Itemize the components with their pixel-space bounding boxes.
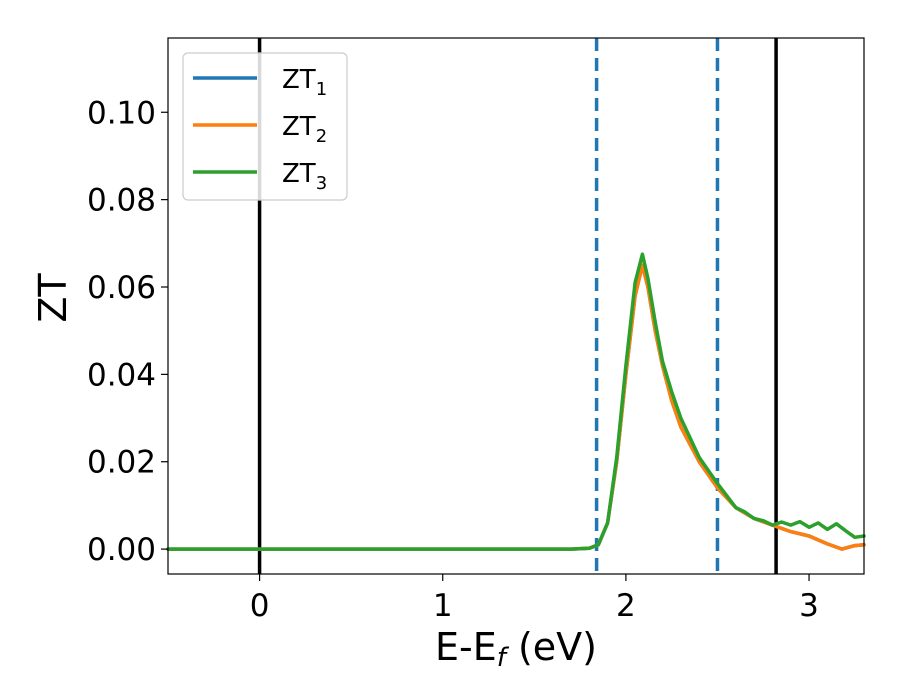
y-axis-title: ZT bbox=[31, 273, 75, 323]
y-tick-label: 0.10 bbox=[87, 95, 156, 131]
legend-label-zt2: ZT2 bbox=[282, 112, 327, 147]
x-tick-label: 3 bbox=[799, 588, 819, 624]
vertical-reference-lines bbox=[257, 38, 778, 574]
x-tick-label: 2 bbox=[616, 588, 636, 624]
y-tick-label: 0.08 bbox=[87, 183, 156, 219]
y-tick-label: 0.04 bbox=[87, 357, 156, 393]
y-tick-label: 0.00 bbox=[87, 532, 156, 568]
series-line-zt1 bbox=[166, 263, 866, 551]
x-tick-label: 1 bbox=[433, 588, 453, 624]
legend: ZT1 ZT2 ZT3 bbox=[182, 52, 348, 201]
y-axis: 0.00 0.02 0.04 0.06 0.08 0.10 bbox=[87, 95, 168, 568]
x-axis-title: E-Ef (eV) bbox=[435, 625, 597, 673]
y-tick-label: 0.06 bbox=[87, 270, 156, 306]
x-axis: 0 1 2 3 bbox=[250, 574, 819, 624]
legend-box bbox=[182, 52, 348, 201]
legend-label-zt3: ZT3 bbox=[282, 159, 327, 194]
y-tick-label: 0.02 bbox=[87, 445, 156, 481]
series-line-zt2 bbox=[166, 263, 866, 551]
legend-label-zt1: ZT1 bbox=[282, 65, 327, 100]
plot-frame bbox=[167, 37, 865, 575]
series-lines bbox=[166, 252, 866, 551]
x-tick-label: 0 bbox=[250, 588, 270, 624]
series-line-zt3 bbox=[166, 252, 866, 551]
